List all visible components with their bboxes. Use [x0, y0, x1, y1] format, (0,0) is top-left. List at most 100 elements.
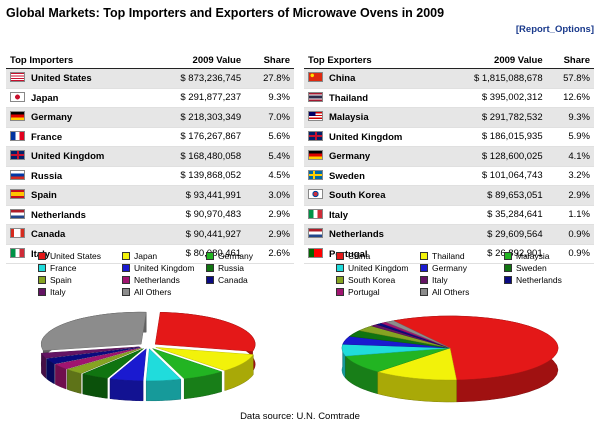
- legend-label: Malaysia: [516, 251, 550, 261]
- exporters-table: Top Exporters 2009 Value Share China $ 1,…: [304, 52, 594, 264]
- legend-label: All Others: [134, 287, 172, 297]
- report-options-link[interactable]: [Report_Options]: [515, 24, 594, 35]
- legend-label: United States: [50, 251, 102, 261]
- value-cell: $ 1,815,088,678: [442, 68, 547, 89]
- exporters-header-share: Share: [546, 52, 594, 69]
- legend-item: United Kingdom: [336, 263, 408, 273]
- country-cell: Netherlands: [304, 224, 443, 245]
- value-cell: $ 218,303,349: [149, 107, 246, 128]
- exporters-table-body: China $ 1,815,088,678 57.8% Thailand $ 395,0…: [304, 68, 594, 264]
- legend-label: Netherlands: [516, 275, 562, 285]
- share-cell: 7.0%: [245, 107, 294, 128]
- country-cell: Netherlands: [6, 205, 150, 225]
- legend-label: Germany: [432, 263, 467, 273]
- legend-label: United Kingdom: [134, 263, 195, 273]
- uk-flag-icon: [308, 130, 323, 141]
- legend-item: All Others: [420, 287, 469, 297]
- legend-label: All Others: [432, 287, 470, 297]
- legend-item: Italy: [38, 287, 66, 297]
- country-name: Sweden: [329, 170, 365, 182]
- country-cell: United Kingdom: [304, 127, 443, 147]
- country-name: Canada: [31, 229, 66, 241]
- country-name: Malaysia: [329, 112, 369, 124]
- fr-flag-icon: [10, 130, 25, 141]
- importers-table-row: United States $ 873,236,745 27.8%: [6, 68, 294, 89]
- legend-label: Germany: [218, 251, 253, 261]
- pie-slice-united-states: [154, 312, 256, 352]
- share-cell: 0.9%: [546, 224, 594, 245]
- ca-flag-icon: [10, 228, 25, 239]
- country-cell: United Kingdom: [6, 146, 150, 167]
- legend-item: United Kingdom: [122, 263, 194, 273]
- legend-swatch: [336, 264, 344, 272]
- pie-slice-spain: [66, 347, 142, 374]
- importers-table-row: Netherlands $ 90,970,483 2.9%: [6, 205, 294, 225]
- legend-item: Netherlands: [122, 275, 180, 285]
- my-flag-icon: [308, 111, 323, 122]
- share-cell: 2.6%: [245, 244, 294, 264]
- country-cell: Japan: [6, 88, 150, 108]
- exporters-table-row: United Kingdom $ 186,015,935 5.9%: [304, 127, 594, 147]
- value-cell: $ 186,015,935: [442, 127, 547, 147]
- country-name: Japan: [31, 92, 59, 104]
- pie-slice-united-kingdom: [109, 348, 147, 382]
- value-cell: $ 128,600,025: [442, 146, 547, 167]
- ru-flag-icon: [10, 169, 25, 180]
- exporters-table-row: Netherlands $ 29,609,564 0.9%: [304, 224, 594, 245]
- value-cell: $ 176,267,867: [149, 127, 246, 147]
- value-cell: $ 26,892,901: [442, 244, 547, 264]
- country-cell: Sweden: [304, 166, 443, 186]
- value-cell: $ 35,284,641: [442, 205, 547, 225]
- share-cell: 9.3%: [546, 107, 594, 128]
- importers-table-body: United States $ 873,236,745 27.8% Japan $ 29…: [6, 68, 294, 264]
- legend-item: All Others: [122, 287, 171, 297]
- share-cell: 9.3%: [245, 88, 294, 108]
- th-flag-icon: [308, 91, 323, 102]
- legend-item: France: [38, 263, 76, 273]
- nl-flag-icon: [308, 228, 323, 239]
- country-name: United Kingdom: [329, 131, 403, 143]
- pt-flag-icon: [308, 247, 323, 258]
- pie-slice-italy: [40, 346, 140, 359]
- importers-table-row: France $ 176,267,867 5.6%: [6, 127, 294, 147]
- exporters-table-row: Italy $ 35,284,641 1.1%: [304, 205, 594, 225]
- country-name: Netherlands: [31, 209, 86, 221]
- pie-slice-russia: [82, 348, 144, 379]
- legend-label: Italy: [50, 287, 66, 297]
- pie-slice-all-others: [41, 311, 147, 351]
- country-cell: United States: [6, 68, 150, 89]
- share-cell: 57.8%: [546, 68, 594, 89]
- exporters-table-row: China $ 1,815,088,678 57.8%: [304, 68, 594, 89]
- country-cell: Italy: [304, 205, 443, 225]
- value-cell: $ 168,480,058: [149, 146, 246, 167]
- exporters-pie-chart: [341, 315, 559, 403]
- legend-swatch: [206, 264, 214, 272]
- legend-swatch: [336, 276, 344, 284]
- legend-label: United Kingdom: [348, 263, 409, 273]
- pie-slice-france: [145, 348, 182, 382]
- legend-item: Germany: [420, 263, 467, 273]
- share-cell: 2.9%: [245, 224, 294, 245]
- importers-table-row: Spain $ 93,441,991 3.0%: [6, 185, 294, 206]
- legend-item: Spain: [38, 275, 72, 285]
- legend-label: Netherlands: [134, 275, 180, 285]
- es-flag-icon: [10, 189, 25, 200]
- country-name: France: [31, 131, 63, 143]
- legend-swatch: [38, 288, 46, 296]
- legend-item: Russia: [206, 263, 244, 273]
- legend-label: South Korea: [348, 275, 396, 285]
- importers-header-share: Share: [245, 52, 294, 69]
- exporters-table-row: Thailand $ 395,002,312 12.6%: [304, 88, 594, 108]
- legend-label: Russia: [218, 263, 244, 273]
- legend-swatch: [504, 276, 512, 284]
- share-cell: 5.6%: [245, 127, 294, 147]
- importers-table: Top Importers 2009 Value Share United St…: [6, 52, 294, 264]
- exporters-table-row: Germany $ 128,600,025 4.1%: [304, 146, 594, 167]
- legend-swatch: [122, 264, 130, 272]
- country-cell: Germany: [6, 107, 150, 128]
- kr-flag-icon: [308, 189, 323, 200]
- share-cell: 5.4%: [245, 146, 294, 167]
- pie-slice-japan: [155, 347, 254, 371]
- legend-swatch: [38, 252, 46, 260]
- country-name: Portugal: [329, 248, 368, 260]
